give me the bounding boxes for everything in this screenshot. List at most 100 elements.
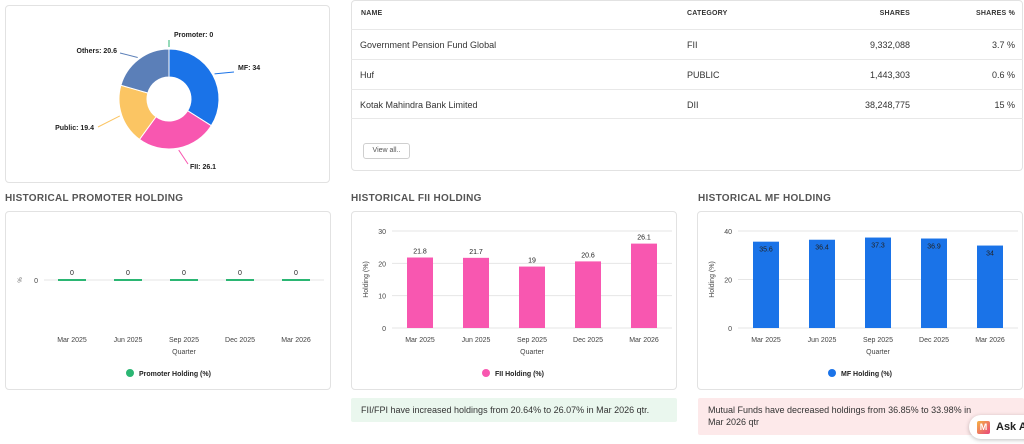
y-axis-label: Holding (%) (709, 261, 716, 298)
bar[interactable] (114, 279, 142, 281)
promoter-holding-chart: 0 0 Mar 2025 0 Jun 2025 0 Sep 2025 0 Dec 2025 0 Ma… (18, 270, 324, 378)
shareholder-shares: 1,443,303 (869, 70, 910, 80)
col-header-shares: SHARES (879, 10, 910, 17)
x-tick-label: Jun 2025 (114, 337, 143, 344)
bar-value-label: 36.9 (927, 244, 941, 251)
x-axis-label: Quarter (520, 349, 544, 356)
bar[interactable] (282, 279, 310, 281)
bar[interactable] (921, 238, 947, 328)
bar[interactable] (575, 261, 601, 328)
shareholder-category: PUBLIC (687, 70, 720, 80)
donut-leader-line (178, 149, 189, 165)
x-axis-label: Quarter (172, 349, 196, 356)
assistant-logo-icon: M (977, 420, 990, 434)
bar-value-label: 20.6 (581, 252, 595, 259)
shareholder-name: Government Pension Fund Global (360, 40, 497, 50)
x-tick-label: Sep 2025 (169, 337, 199, 344)
bar-value-label: 19 (528, 258, 536, 265)
y-tick-label: 0 (382, 326, 386, 333)
view-all-button[interactable]: View all.. (363, 143, 410, 159)
ask-button-label: Ask A (996, 421, 1024, 433)
donut-label-mf: MF: 34 (238, 65, 260, 72)
table-row: Huf PUBLIC 1,443,303 0.6 % (351, 59, 1023, 89)
shareholder-shares: 38,248,775 (864, 100, 910, 110)
x-tick-label: Mar 2025 (57, 337, 87, 344)
bar[interactable] (170, 279, 198, 281)
bar-value-label: 21.8 (413, 249, 427, 256)
bar[interactable] (865, 237, 891, 328)
bar-value-label: 0 (126, 270, 130, 277)
promoter-holding-card: 0 0 Mar 2025 0 Jun 2025 0 Sep 2025 0 Dec 2025 0 Ma… (5, 211, 331, 390)
donut-label-fii: FII: 26.1 (190, 164, 216, 171)
bar[interactable] (58, 279, 86, 281)
donut-leader-line (214, 71, 235, 75)
mf-holding-card: 40 20 0 35.6 Mar 2025 36.4 Jun 2025 37.3 Sep 202… (697, 211, 1023, 390)
x-tick-label: Jun 2025 (462, 337, 491, 344)
x-tick-label: Mar 2026 (629, 337, 659, 344)
legend-label: FII Holding (%) (495, 371, 544, 378)
x-tick-label: Mar 2025 (751, 337, 781, 344)
y-axis-mark: % (18, 277, 24, 283)
shareholder-name: Huf (360, 70, 375, 80)
bar[interactable] (753, 241, 779, 328)
col-header-shares-pct: SHARES % (976, 10, 1015, 17)
section-title-mf: HISTORICAL MF HOLDING (698, 193, 832, 204)
legend-swatch (126, 369, 134, 377)
y-tick-label: 10 (378, 294, 386, 301)
x-tick-label: Mar 2026 (975, 337, 1005, 344)
bar-value-label: 37.3 (871, 243, 885, 250)
y-tick-label: 30 (378, 229, 386, 236)
section-title-promoter: HISTORICAL PROMOTER HOLDING (5, 193, 184, 204)
shareholder-name: Kotak Mahindra Bank Limited (360, 100, 478, 110)
table-row: Government Pension Fund Global FII 9,332… (351, 29, 1023, 59)
bar[interactable] (226, 279, 254, 281)
x-tick-label: Jun 2025 (808, 337, 837, 344)
legend-swatch (828, 369, 836, 377)
bar[interactable] (631, 243, 657, 328)
x-axis-label: Quarter (866, 349, 890, 356)
bar-value-label: 36.4 (815, 245, 829, 252)
section-title-fii: HISTORICAL FII HOLDING (351, 193, 482, 204)
shareholder-pct: 15 % (994, 100, 1015, 110)
bar-value-label: 21.7 (469, 249, 483, 256)
bar[interactable] (519, 266, 545, 328)
x-tick-label: Sep 2025 (863, 337, 893, 344)
bar[interactable] (463, 257, 489, 328)
bar-value-label: 0 (294, 270, 298, 277)
x-tick-label: Sep 2025 (517, 337, 547, 344)
x-tick-label: Mar 2025 (405, 337, 435, 344)
donut-label-public: Public: 19.4 (55, 125, 94, 132)
bar[interactable] (407, 257, 433, 328)
donut-leader-line (97, 115, 121, 128)
mf-holding-chart: 40 20 0 35.6 Mar 2025 36.4 Jun 2025 37.3 Sep 202… (709, 229, 1018, 378)
shareholder-pct: 3.7 % (991, 40, 1015, 50)
y-axis-label: Holding (%) (363, 261, 370, 298)
x-tick-label: Dec 2025 (225, 337, 255, 344)
x-tick-label: Dec 2025 (573, 337, 603, 344)
donut-label-promoter: Promoter: 0 (174, 32, 213, 39)
x-tick-label: Dec 2025 (919, 337, 949, 344)
donut-leader-line (119, 52, 138, 58)
bar-value-label: 0 (182, 270, 186, 277)
x-tick-label: Mar 2026 (281, 337, 311, 344)
y-tick-label: 0 (34, 278, 38, 285)
bar-value-label: 26.1 (637, 235, 651, 242)
shareholder-pct: 0.6 % (991, 70, 1015, 80)
col-header-category: CATEGORY (687, 10, 728, 17)
ask-assistant-button[interactable]: M Ask A (969, 415, 1024, 439)
donut-slice-mf[interactable] (168, 48, 220, 127)
y-tick-label: 20 (378, 261, 386, 268)
legend-swatch (482, 369, 490, 377)
top-shareholders-table (351, 0, 1023, 171)
bar[interactable] (809, 239, 835, 328)
donut-slice-others[interactable] (120, 48, 170, 94)
col-header-name: NAME (361, 10, 383, 17)
y-tick-label: 40 (724, 229, 732, 236)
legend-label: MF Holding (%) (841, 371, 892, 378)
fii-holding-chart: 30 20 10 0 21.8 Mar 2025 21.7 Jun 2025 19 Sep 202… (363, 229, 672, 378)
shareholding-donut-chart: Promoter: 0 MF: 34 FII: 26.1 Public: 19.4 Ot… (55, 32, 260, 171)
shareholder-shares: 9,332,088 (869, 40, 910, 50)
shareholder-category: DII (687, 100, 699, 110)
bar-value-label: 35.6 (759, 247, 773, 254)
bar[interactable] (977, 245, 1003, 328)
